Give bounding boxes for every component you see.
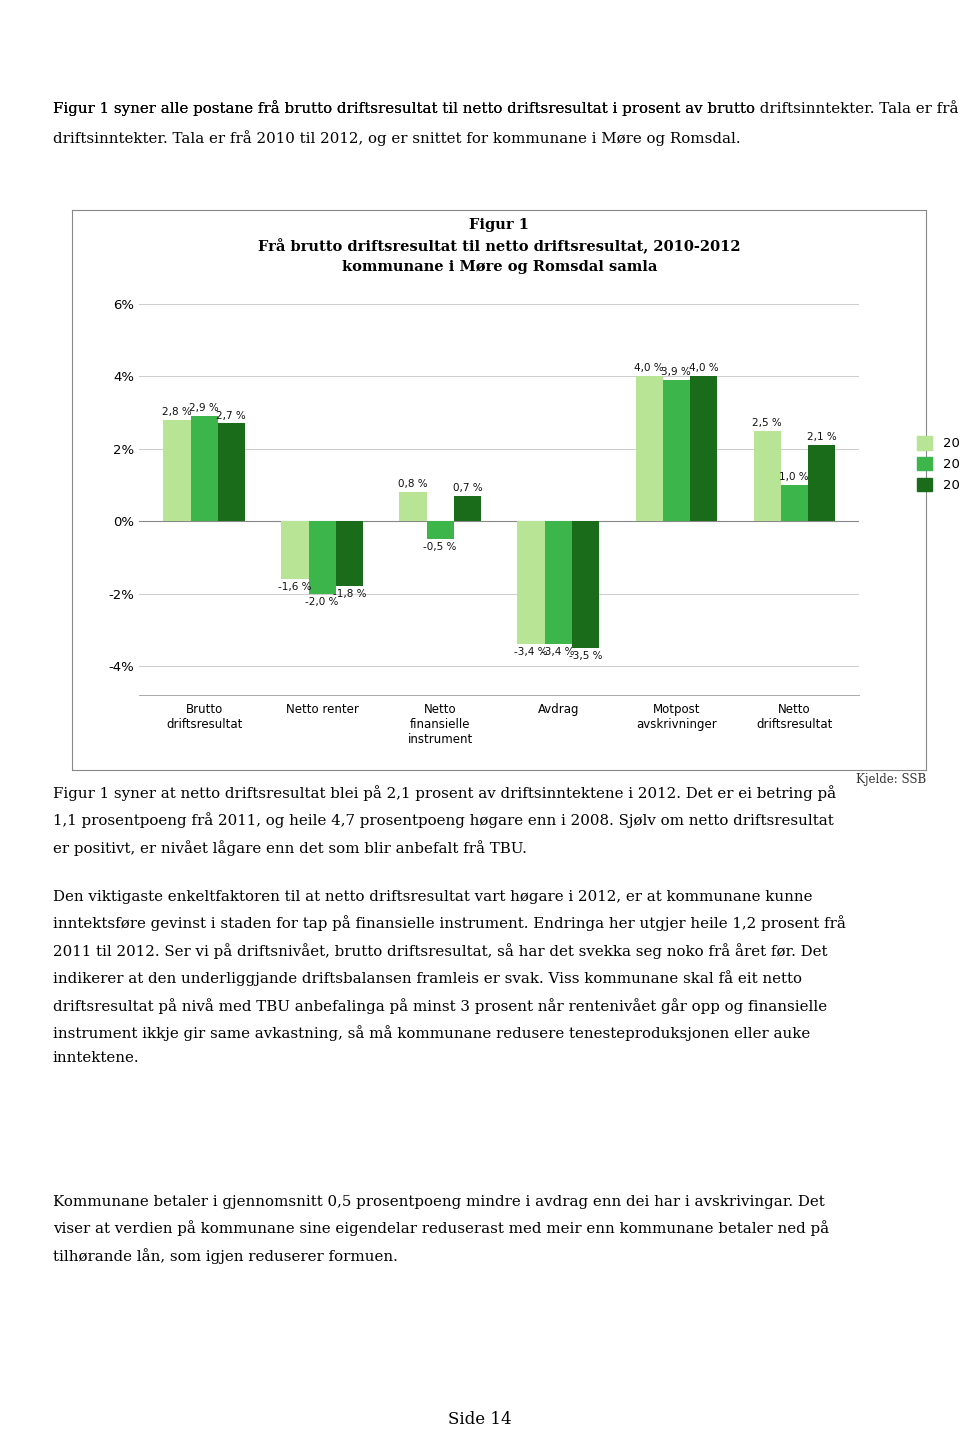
Legend: 2010, 2011, 2012: 2010, 2011, 2012: [911, 431, 960, 496]
Bar: [336, 521, 363, 587]
Text: 2,7 %: 2,7 %: [216, 411, 246, 421]
Text: Figur 1 syner at netto driftsresultat blei på 2,1 prosent av driftsinntektene i : Figur 1 syner at netto driftsresultat bl…: [53, 785, 836, 856]
Text: -3,4 %: -3,4 %: [541, 648, 575, 657]
Bar: [544, 521, 572, 645]
Text: 4,0 %: 4,0 %: [688, 364, 718, 374]
Text: Figur 1 syner alle postane frå brutto driftsresultat til netto driftsresultat i : Figur 1 syner alle postane frå brutto dr…: [53, 100, 755, 146]
Bar: [690, 377, 717, 521]
Text: 1,0 %: 1,0 %: [780, 472, 809, 482]
Bar: [808, 446, 835, 521]
Bar: [426, 521, 454, 539]
Text: -3,4 %: -3,4 %: [515, 648, 548, 657]
Text: 0,8 %: 0,8 %: [398, 479, 428, 489]
Text: Kjelde: SSB: Kjelde: SSB: [856, 773, 926, 785]
Bar: [454, 496, 481, 521]
Bar: [662, 380, 690, 521]
Text: Figur 1
Frå brutto driftsresultat til netto driftsresultat, 2010-2012
kommunane : Figur 1 Frå brutto driftsresultat til ne…: [258, 218, 740, 274]
Text: 2,1 %: 2,1 %: [806, 432, 836, 443]
Bar: [754, 431, 780, 521]
Text: -1,8 %: -1,8 %: [332, 590, 366, 600]
Bar: [780, 485, 808, 521]
Text: -0,5 %: -0,5 %: [423, 542, 457, 552]
Text: -2,0 %: -2,0 %: [305, 597, 339, 607]
Text: -1,6 %: -1,6 %: [278, 582, 312, 593]
Text: Kommunane betaler i gjennomsnitt 0,5 prosentpoeng mindre i avdrag enn dei har i : Kommunane betaler i gjennomsnitt 0,5 pro…: [53, 1195, 828, 1264]
Bar: [636, 377, 662, 521]
Bar: [572, 521, 599, 648]
Text: Side 14: Side 14: [448, 1411, 512, 1428]
Text: Figur 1 syner alle postane frå brutto driftsresultat til netto driftsresultat i : Figur 1 syner alle postane frå brutto dr…: [53, 100, 960, 116]
Bar: [163, 419, 190, 521]
Bar: [218, 424, 245, 521]
Text: 2,5 %: 2,5 %: [753, 418, 782, 428]
Bar: [399, 492, 426, 521]
Text: 6: 6: [79, 22, 89, 36]
Bar: [517, 521, 544, 645]
Bar: [281, 521, 308, 579]
Text: Den viktigaste enkeltfaktoren til at netto driftsresultat vart høgare i 2012, er: Den viktigaste enkeltfaktoren til at net…: [53, 890, 846, 1066]
Text: 4,0 %: 4,0 %: [635, 364, 664, 374]
Text: 2,9 %: 2,9 %: [189, 403, 219, 414]
Text: 2,8 %: 2,8 %: [162, 406, 192, 416]
Text: 3,9 %: 3,9 %: [661, 367, 691, 377]
Bar: [190, 416, 218, 521]
Bar: [308, 521, 336, 594]
Text: 0,7 %: 0,7 %: [452, 483, 482, 494]
Text: -3,5 %: -3,5 %: [568, 651, 602, 661]
